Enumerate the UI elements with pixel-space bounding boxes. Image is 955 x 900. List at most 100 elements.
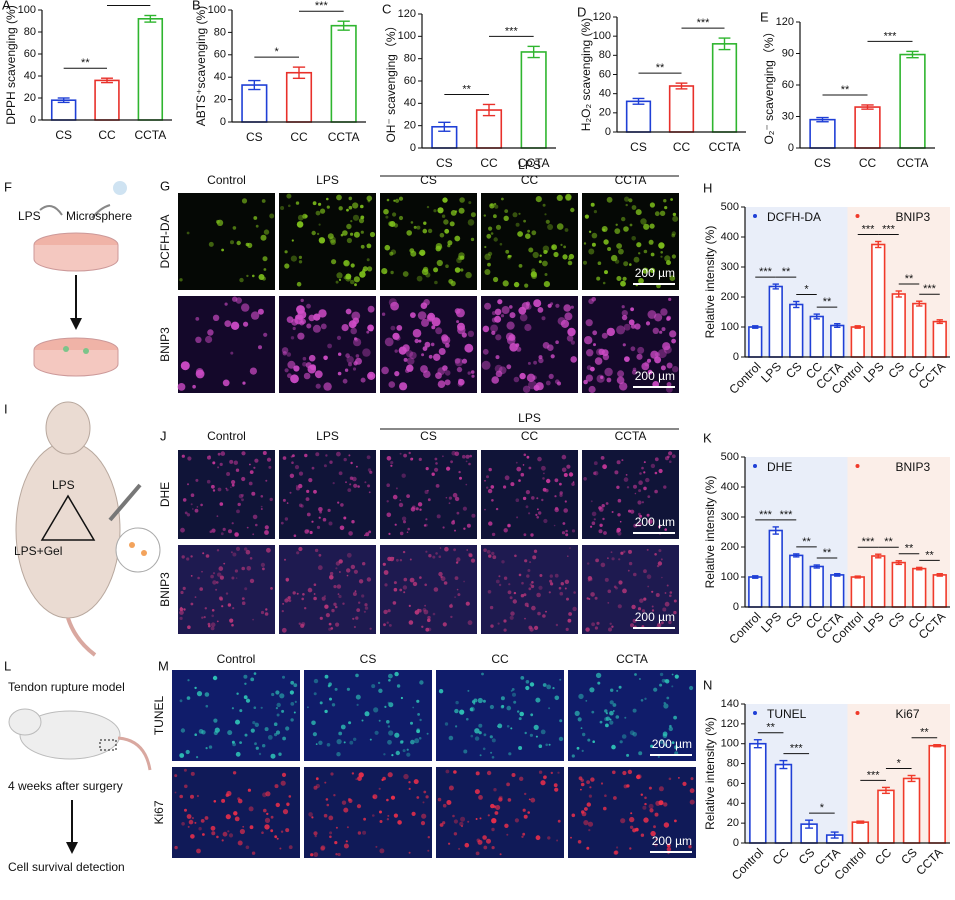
cell-signal xyxy=(616,846,619,849)
cell-signal xyxy=(474,736,480,741)
cell-signal xyxy=(330,239,336,245)
cell-signal xyxy=(361,719,364,722)
cell-signal xyxy=(503,485,507,489)
cell-signal xyxy=(663,822,670,828)
significance-label: ** xyxy=(782,266,791,278)
significance-label: *** xyxy=(884,30,898,42)
cell-signal xyxy=(425,518,428,521)
cell-signal xyxy=(212,572,216,575)
cell-signal xyxy=(432,612,436,616)
cell-signal xyxy=(460,816,466,822)
cell-signal xyxy=(543,281,551,288)
cell-signal xyxy=(184,511,188,515)
cell-signal xyxy=(638,751,643,756)
cell-signal xyxy=(286,502,289,504)
cell-signal xyxy=(205,704,209,708)
column-label: LPS xyxy=(316,173,339,187)
cell-signal xyxy=(311,720,316,726)
cell-signal xyxy=(616,527,621,533)
cell-signal xyxy=(527,569,531,572)
y-axis-label: Relative intensity (%) xyxy=(703,476,717,589)
cell-signal xyxy=(320,846,325,851)
cell-signal xyxy=(483,214,486,217)
cell-signal xyxy=(191,817,194,820)
cell-signal xyxy=(367,484,371,488)
label: Microsphere xyxy=(66,209,132,223)
cell-signal xyxy=(446,800,452,805)
cell-signal xyxy=(443,581,448,585)
cell-signal xyxy=(402,749,406,753)
cell-signal xyxy=(618,580,623,585)
cell-signal xyxy=(396,684,401,688)
label: Tendon rupture model xyxy=(8,680,125,694)
cell-signal xyxy=(654,457,659,462)
cell-signal xyxy=(475,818,478,820)
y-tick-label: 140 xyxy=(721,698,739,710)
cell-signal xyxy=(605,716,611,721)
cell-signal xyxy=(461,358,468,364)
cell-signal xyxy=(232,226,237,230)
cell-signal xyxy=(549,574,553,578)
cell-signal xyxy=(491,846,495,850)
cell-signal xyxy=(528,587,532,591)
cell-signal xyxy=(646,574,652,579)
cell-signal xyxy=(386,512,392,518)
cell-signal xyxy=(478,795,483,800)
cell-signal xyxy=(249,367,257,375)
cell-signal xyxy=(213,718,218,723)
cell-signal xyxy=(353,737,357,741)
cell-signal xyxy=(196,691,203,697)
cell-signal xyxy=(211,831,216,836)
cell-signal xyxy=(604,577,609,582)
cell-signal xyxy=(290,718,294,722)
micrograph xyxy=(436,670,564,761)
cell-signal xyxy=(540,729,546,735)
cell-signal xyxy=(510,482,515,487)
cell-signal xyxy=(585,627,590,632)
cell-signal xyxy=(654,313,663,322)
cell-signal xyxy=(331,703,336,707)
site xyxy=(99,739,117,751)
cell-signal xyxy=(282,351,287,356)
cell-signal xyxy=(481,672,484,676)
cell-signal xyxy=(221,605,224,608)
cell-signal xyxy=(649,202,656,208)
cell-signal xyxy=(446,466,451,471)
column-label: Control xyxy=(217,652,256,666)
cell-signal xyxy=(241,493,244,497)
cell-signal xyxy=(469,454,473,458)
cell-signal xyxy=(435,462,438,465)
cell-signal xyxy=(637,522,642,527)
cell-signal xyxy=(382,562,386,566)
micrograph-bg xyxy=(279,450,376,539)
cell-signal xyxy=(548,373,554,379)
y-tick-label: 40 xyxy=(214,71,226,83)
cell-signal xyxy=(530,584,535,589)
cell-signal xyxy=(539,254,542,257)
cell-signal xyxy=(588,794,593,798)
cell-signal xyxy=(215,588,218,591)
cell-signal xyxy=(437,797,442,802)
bar xyxy=(520,51,547,149)
cell-signal xyxy=(651,605,654,608)
cell-signal xyxy=(498,583,502,587)
cell-signal xyxy=(331,608,335,613)
cell-signal xyxy=(499,853,502,856)
cell-signal xyxy=(610,688,614,692)
cell-signal xyxy=(418,457,422,461)
cell-signal xyxy=(399,588,403,592)
significance-label: *** xyxy=(759,266,773,278)
cell-signal xyxy=(308,812,313,817)
cell-signal xyxy=(388,381,396,388)
cell-signal xyxy=(421,318,429,327)
cell-signal xyxy=(590,525,593,528)
y-tick-label: 400 xyxy=(721,481,739,493)
cell-signal xyxy=(650,350,659,359)
cell-signal xyxy=(647,369,653,375)
cell-signal xyxy=(519,711,524,717)
cell-signal xyxy=(553,524,556,527)
cell-signal xyxy=(350,263,355,268)
significance-label: ** xyxy=(823,296,832,308)
cell-signal xyxy=(490,324,498,333)
cell-signal xyxy=(459,821,464,827)
